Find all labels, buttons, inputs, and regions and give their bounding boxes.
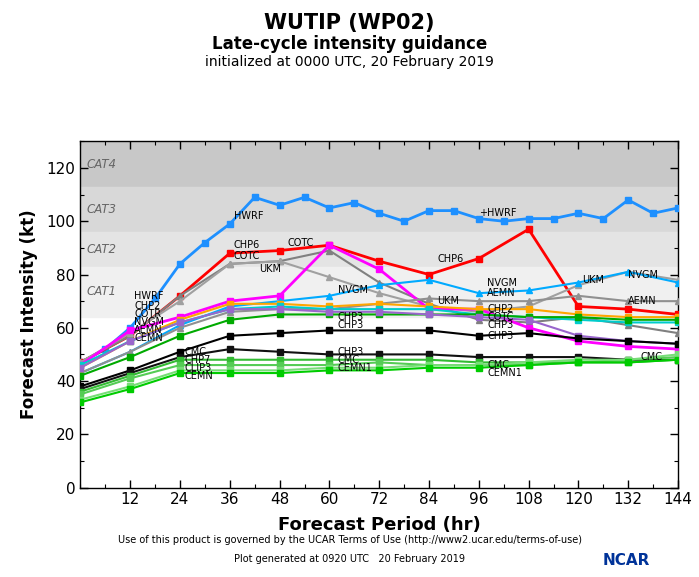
Text: CHP6: CHP6 (234, 240, 260, 250)
Text: COTC: COTC (234, 251, 260, 261)
Text: NVGM: NVGM (487, 278, 517, 287)
Bar (80, 267, 678, 317)
Text: UKM: UKM (582, 275, 605, 285)
Text: CEMN: CEMN (134, 334, 163, 343)
Text: CHP3: CHP3 (338, 347, 364, 357)
Text: Late-cycle intensity guidance: Late-cycle intensity guidance (212, 35, 487, 53)
Y-axis label: Forecast Intensity (kt): Forecast Intensity (kt) (20, 209, 38, 419)
Text: CAT4: CAT4 (87, 158, 117, 170)
Text: CHP3: CHP3 (487, 320, 513, 330)
Text: CHP2: CHP2 (487, 304, 514, 314)
Text: AEMN: AEMN (628, 296, 657, 306)
Text: Plot generated at 0920 UTC   20 February 2019: Plot generated at 0920 UTC 20 February 2… (234, 554, 465, 564)
Text: COTC: COTC (487, 312, 514, 322)
Text: CHP3: CHP3 (338, 312, 364, 322)
Text: Use of this product is governed by the UCAR Terms of Use (http://www2.ucar.edu/t: Use of this product is governed by the U… (117, 535, 582, 545)
Text: CHP6: CHP6 (438, 253, 463, 264)
Text: AEMN: AEMN (134, 325, 163, 335)
Text: CMC: CMC (338, 355, 360, 365)
Text: UKM: UKM (259, 264, 281, 274)
X-axis label: Forecast Period (hr): Forecast Period (hr) (278, 516, 481, 534)
Text: COTR: COTR (134, 309, 161, 320)
Text: NVGM: NVGM (628, 269, 658, 279)
Text: HWRF: HWRF (234, 211, 264, 221)
Text: WUTIP (WP02): WUTIP (WP02) (264, 13, 435, 33)
Text: NVGM: NVGM (338, 286, 368, 295)
Text: CEMN1: CEMN1 (338, 363, 373, 373)
Text: CEMN1: CEMN1 (487, 368, 522, 378)
Text: HWRF: HWRF (134, 291, 164, 301)
Text: CEMN: CEMN (184, 370, 213, 381)
Text: CAT1: CAT1 (87, 286, 117, 298)
Text: +HWRF: +HWRF (479, 208, 517, 218)
Text: initialized at 0000 UTC, 20 February 2019: initialized at 0000 UTC, 20 February 201… (205, 55, 494, 69)
Text: AEMN: AEMN (487, 288, 516, 298)
Text: CHP7: CHP7 (184, 355, 210, 365)
Text: CHP2: CHP2 (134, 301, 161, 312)
Text: CMC: CMC (487, 360, 509, 370)
Text: CAT2: CAT2 (87, 243, 117, 256)
Text: NCAR: NCAR (603, 553, 650, 568)
Text: COTC: COTC (288, 238, 315, 248)
Bar (80, 141, 678, 186)
Bar (80, 232, 678, 267)
Text: CAT3: CAT3 (87, 203, 117, 216)
Bar (80, 186, 678, 232)
Text: CMC: CMC (184, 347, 206, 357)
Text: UKM: UKM (438, 296, 459, 306)
Text: CHP3: CHP3 (338, 320, 364, 330)
Text: CMC: CMC (641, 352, 663, 362)
Text: NVGM: NVGM (134, 317, 164, 328)
Text: CLIP3: CLIP3 (184, 363, 211, 373)
Text: CHP3: CHP3 (487, 331, 513, 341)
